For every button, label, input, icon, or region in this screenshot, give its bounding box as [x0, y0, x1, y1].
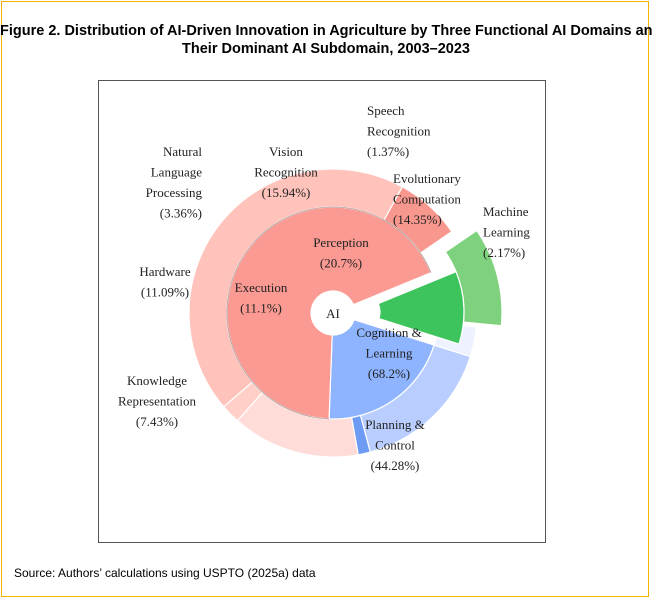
center-hole: [313, 293, 353, 333]
sunburst-svg: AI Perception (20.7%) Cognition & Learning (6…: [118, 103, 530, 473]
sunburst-chart: AI Perception (20.7%) Cognition & Learning (6…: [98, 80, 546, 543]
slice-label-planning-control: Planning & Control (44.28%): [365, 417, 425, 473]
slice-label-cognition-learning: Cognition & Learning (68.2%): [356, 325, 421, 381]
slice-label-vision-recognition: Vision Recognition (15.94%): [254, 144, 318, 200]
slice-label-hardware-11-09: Hardware (11.09%): [139, 264, 190, 300]
center-label: AI: [326, 306, 340, 321]
ring-boundary: [226, 206, 432, 420]
slice-label-knowledge-representation: Knowledge Representation (7.43%): [118, 373, 196, 429]
slice-label-speech-recognition: Speech Recognition (1.37%): [367, 103, 431, 159]
figure-title-line-2: Their Dominant AI Subdomain, 2003–2023: [182, 41, 470, 57]
slice-label-natural-language: Natural Language Processing (3.36%): [146, 144, 203, 221]
source-note: Source: Authors’ calculations using USPT…: [14, 566, 316, 580]
slice-label-perception-20-7: Perception (20.7%): [313, 235, 369, 271]
figure-title: Figure 2. Distribution of AI-Driven Inno…: [0, 22, 652, 58]
inner-slice-perception: [328, 318, 435, 420]
inner-slice-execution: [377, 270, 465, 345]
slice-label-execution-11-1: Execution (11.1%): [235, 280, 288, 316]
outer-slice-hardware: [444, 229, 503, 327]
slice-label-machine-learning: Machine Learning (2.17%): [483, 204, 530, 260]
slice-label-evolutionary-computation: Evolutionary Computation (14.35%): [393, 171, 461, 227]
figure-title-line-1: Figure 2. Distribution of AI-Driven Inno…: [0, 23, 652, 39]
